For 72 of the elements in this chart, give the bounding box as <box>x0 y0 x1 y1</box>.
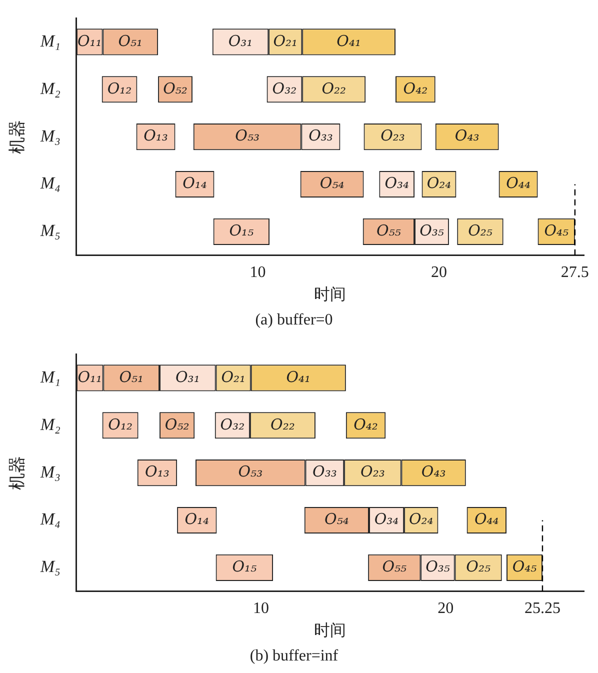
series-label: O₂₅ <box>466 558 491 576</box>
series-label: O₄₄ <box>506 174 530 192</box>
y-axis-title: 机器 <box>8 120 28 154</box>
series-label: O₃₁ <box>176 368 200 386</box>
series-label: O₄₁ <box>286 368 311 386</box>
series-label: O₃₅ <box>426 558 450 576</box>
series-label: O₃₂ <box>220 415 245 434</box>
x-tick-label: 20 <box>430 264 447 282</box>
y-tick-label: M₁ <box>39 367 60 386</box>
series-label: O₄₃ <box>454 126 480 145</box>
series-label: O₅₅ <box>382 558 407 576</box>
series-label: O₃₄ <box>374 510 399 528</box>
y-tick-label: M₄ <box>39 174 61 193</box>
series-label: O₂₁ <box>221 368 246 386</box>
series-label: O₁₃ <box>144 126 168 145</box>
y-tick-label: M₁ <box>39 31 60 50</box>
x-axis-title: 时间 <box>314 620 346 640</box>
series-label: O₅₅ <box>376 222 401 240</box>
series-label: O₄₄ <box>474 510 499 528</box>
series-label: O₅₁ <box>118 32 143 50</box>
series-label: O₄₂ <box>354 415 378 434</box>
series-label: O₃₂ <box>272 79 297 98</box>
series-label: O₃₃ <box>308 126 333 145</box>
series-label: O₃₃ <box>312 462 337 481</box>
series-label: O₂₄ <box>426 174 452 192</box>
series-label: O₄₅ <box>544 222 569 240</box>
x-axis-title: 时间 <box>314 284 346 304</box>
text: (a) buffer=0 <box>255 312 333 329</box>
series-label: O₄₂ <box>403 79 428 98</box>
x-tick-label: 20 <box>438 600 454 618</box>
y-tick-label: M₅ <box>39 557 61 576</box>
series-label: O₁₃ <box>145 462 170 481</box>
series-label: O₂₃ <box>380 126 405 145</box>
series-label: O₅₂ <box>163 79 188 98</box>
series-label: O₁₁ <box>77 32 102 50</box>
series-label: O₁₂ <box>107 79 132 98</box>
series-label: O₂₂ <box>322 79 346 98</box>
y-tick-label: M₅ <box>39 221 61 240</box>
series-label: O₁₅ <box>232 558 257 576</box>
series-label: O₁₅ <box>229 222 254 240</box>
x-tick-label: 27.5 <box>560 264 589 282</box>
y-tick-label: M₃ <box>39 462 61 482</box>
series-label: O₅₂ <box>164 415 190 434</box>
series-label: O₂₅ <box>468 222 492 240</box>
series-label: O₂₁ <box>273 32 298 50</box>
series-label: O₅₁ <box>119 368 144 386</box>
y-tick-label: M₂ <box>39 78 61 98</box>
series-label: O₅₄ <box>320 174 344 192</box>
x-tick-label: 10 <box>253 600 270 618</box>
series-label: O₄₁ <box>336 32 361 50</box>
x-tick-label: 10 <box>250 264 266 282</box>
series-label: O₄₃ <box>421 462 446 481</box>
series-label: O₂₂ <box>270 415 295 434</box>
y-axis-title: 机器 <box>8 456 28 490</box>
series-label: O₅₃ <box>235 126 260 145</box>
x-tick-label: 25.25 <box>524 600 560 618</box>
series-label: O₅₃ <box>238 462 263 481</box>
series-label: O₂₄ <box>408 510 434 528</box>
y-tick-label: M₂ <box>39 414 61 434</box>
series-label: O₂₃ <box>360 462 385 481</box>
series-label: O₅₄ <box>324 510 349 528</box>
series-label: O₁₁ <box>78 368 102 386</box>
y-tick-label: M₃ <box>39 126 61 146</box>
series-label: O₃₄ <box>384 174 410 192</box>
series-label: O₃₅ <box>420 222 444 240</box>
series-label: O₁₄ <box>184 510 210 528</box>
y-tick-label: M₄ <box>39 510 61 529</box>
series-label: O₄₅ <box>512 558 537 576</box>
series-label: O₃₁ <box>228 32 253 50</box>
series-label: O₁₄ <box>182 174 207 192</box>
text: (b) buffer=inf <box>250 648 339 665</box>
series-label: O₁₂ <box>108 415 132 434</box>
